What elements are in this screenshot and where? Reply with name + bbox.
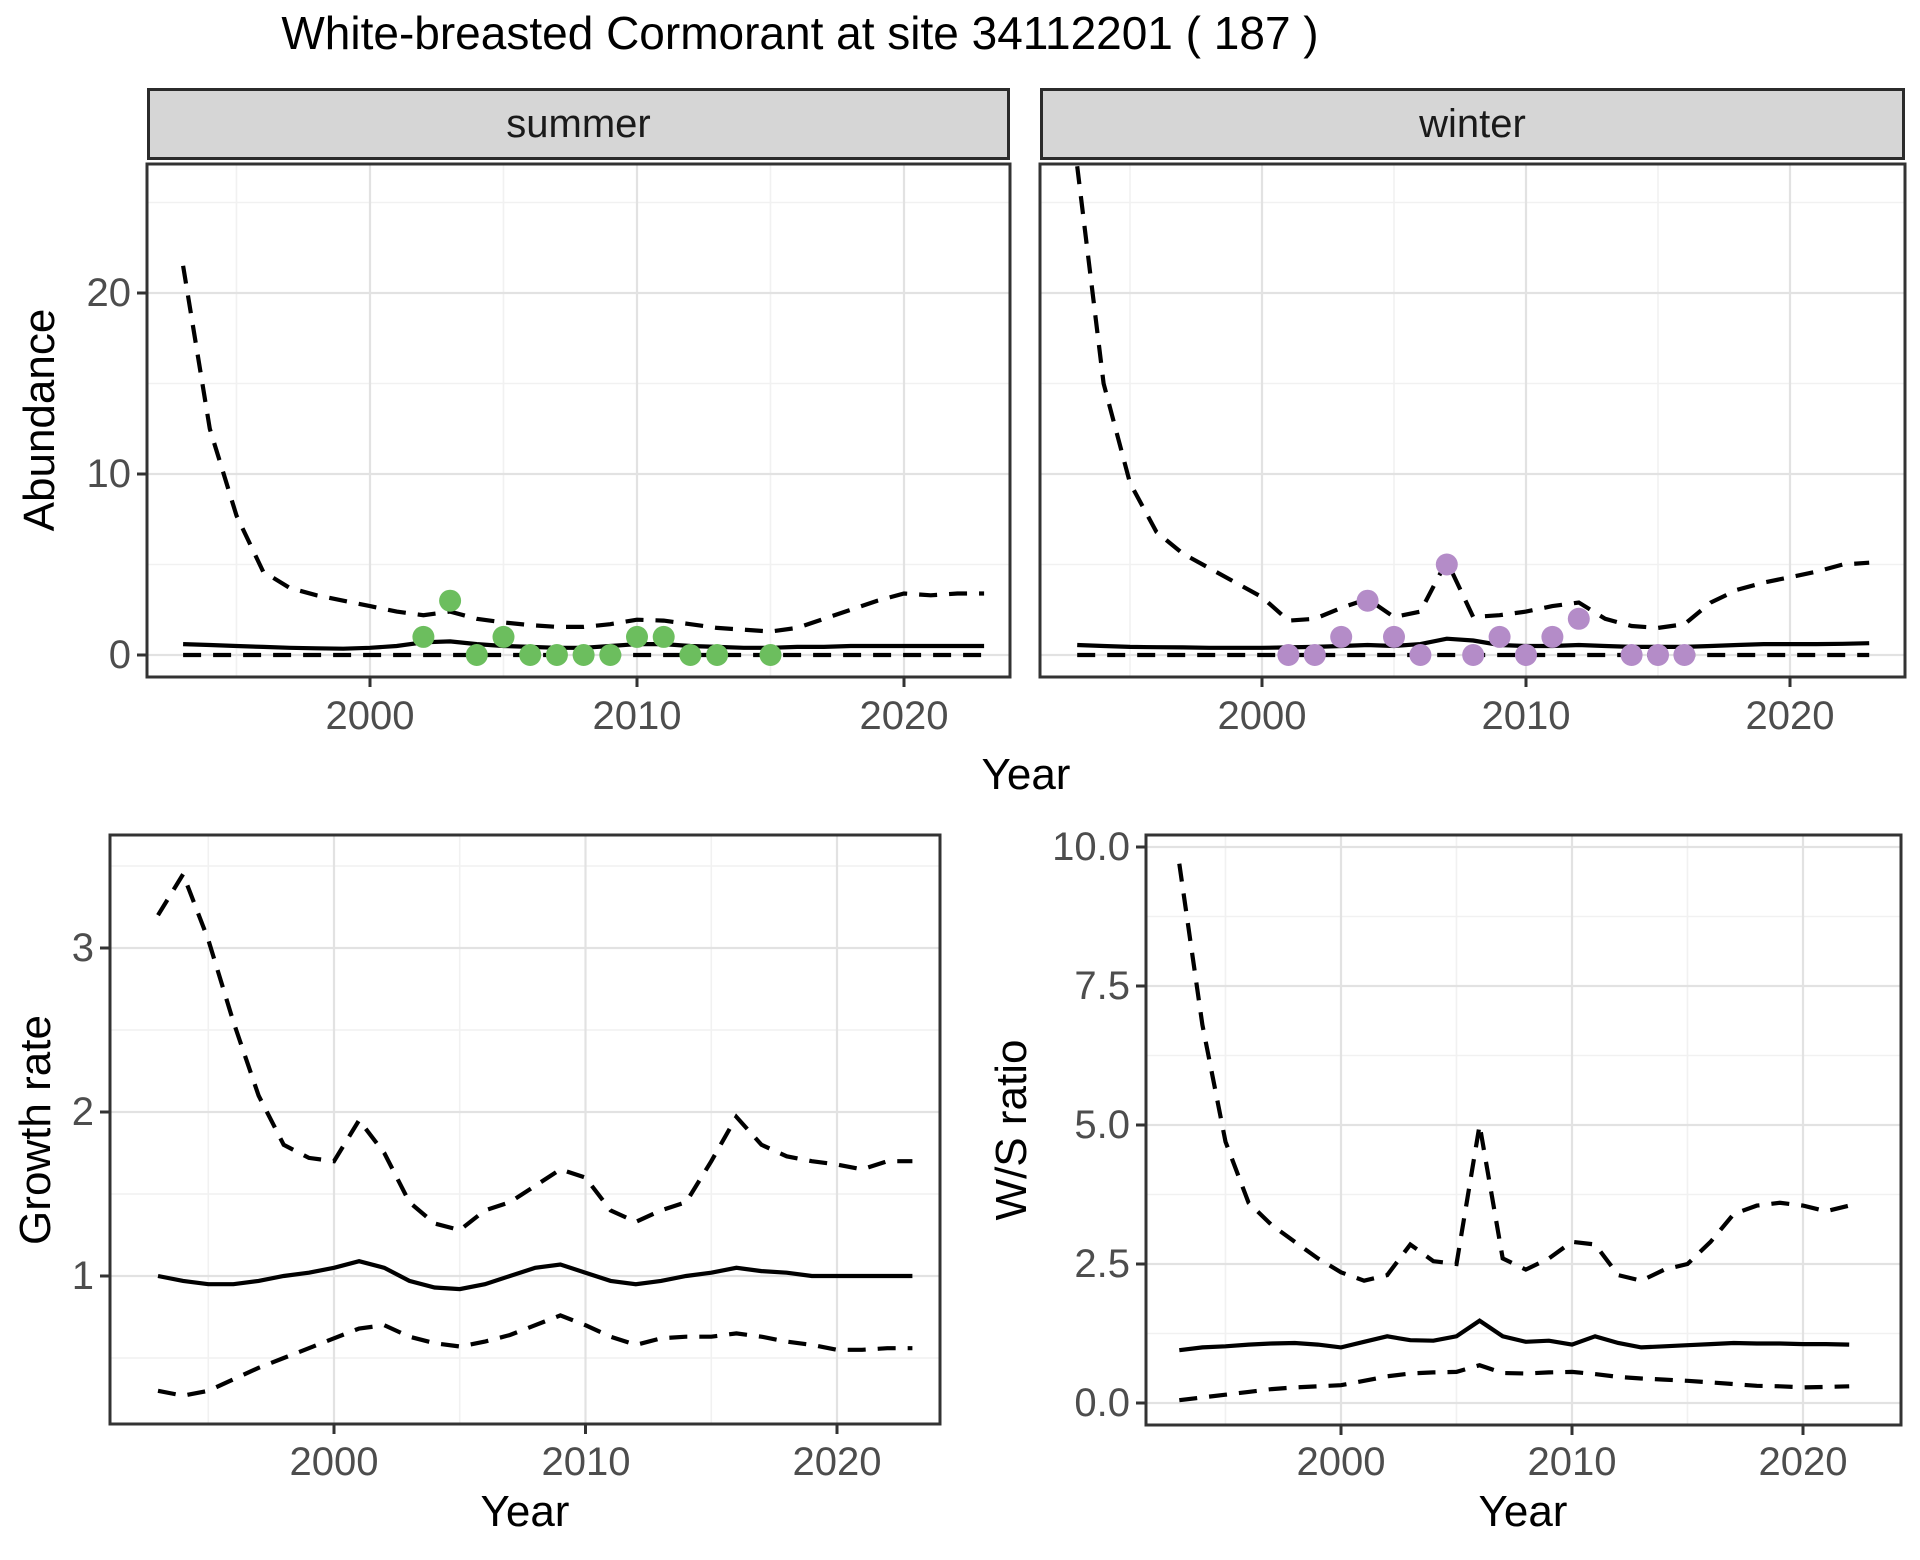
lower_ci-line-growth_rate	[157, 1313, 913, 1398]
tick-label: 2000	[325, 694, 415, 738]
tick-label: 5.0	[1074, 1103, 1130, 1147]
tick-label: 2020	[1758, 1440, 1848, 1484]
facet-strip-summer-label: summer	[506, 101, 651, 146]
tick-label: 0	[108, 633, 131, 677]
tick-marks-ws_ratio	[1136, 845, 1805, 1435]
data-point-winter	[1462, 644, 1485, 666]
data-point-winter	[1356, 589, 1379, 612]
gridlines-ws_ratio	[1146, 835, 1901, 1425]
tick-label: 2010	[1481, 694, 1571, 738]
data-point-winter	[1567, 607, 1590, 630]
data-point-winter	[1673, 644, 1696, 666]
upper_ci-line-growth_rate	[156, 869, 913, 1233]
tick-label: 7.5	[1074, 964, 1130, 1008]
data-point-winter	[1303, 644, 1326, 666]
panel-bg-winter	[1040, 164, 1905, 677]
facet-strip-winter-label: winter	[1419, 101, 1526, 146]
lower_ci-line-ws_ratio	[1179, 1362, 1850, 1403]
tick-label: 2020	[1745, 694, 1835, 738]
data-point-winter	[1488, 625, 1511, 648]
data-point-winter	[1647, 644, 1669, 666]
data-point-summer	[412, 625, 435, 648]
tick-label: 3	[71, 926, 94, 970]
data-point-summer	[759, 644, 782, 666]
ws-ratio-axis-title: W/S ratio	[987, 1039, 1036, 1221]
median-line-winter	[1077, 636, 1870, 650]
year-axis-title-top: Year	[981, 750, 1071, 799]
tick-label: 2020	[792, 1440, 882, 1484]
data-point-winter	[1383, 625, 1405, 648]
tick-label: 10.0	[1052, 825, 1130, 869]
facet-strip-winter: winter	[1040, 88, 1905, 160]
gridlines-summer	[147, 164, 1010, 677]
data-point-summer	[545, 644, 568, 666]
gridlines-winter	[1040, 164, 1905, 677]
upper_ci-line-summer	[181, 265, 985, 634]
median-line-growth_rate	[157, 1259, 913, 1292]
chart-title: White-breasted Cormorant at site 3411220…	[281, 7, 1319, 59]
tick-label: 2000	[1217, 694, 1307, 738]
data-point-winter	[1435, 553, 1458, 576]
data-point-summer	[652, 625, 675, 648]
tick-label: 2	[71, 1090, 94, 1134]
panel-bg-growth_rate	[110, 835, 940, 1424]
data-point-winter	[1409, 644, 1432, 666]
tick-label: 2010	[541, 1440, 631, 1484]
data-point-summer	[679, 644, 702, 666]
median-line-ws_ratio	[1179, 1318, 1850, 1353]
data-point-summer	[599, 644, 622, 666]
data-point-summer	[572, 644, 595, 666]
panel-border-ws_ratio	[1144, 833, 1903, 1427]
tick-label: 2020	[859, 694, 949, 738]
data-point-winter	[1277, 644, 1300, 666]
data-point-summer	[706, 644, 729, 666]
year-axis-title-ws: Year	[1478, 1487, 1568, 1536]
panel-border-growth_rate	[108, 833, 942, 1426]
data-point-winter	[1515, 644, 1537, 666]
upper_ci-line-ws_ratio	[1177, 863, 1850, 1283]
tick-marks-winter	[1260, 677, 1792, 687]
data-point-winter	[1620, 644, 1643, 666]
data-point-summer	[465, 644, 488, 666]
year-axis-title-growth: Year	[480, 1487, 570, 1536]
tick-marks-growth_rate	[100, 946, 839, 1434]
tick-marks-summer	[137, 291, 906, 687]
panel-bg-ws_ratio	[1146, 835, 1901, 1425]
tick-label: 20	[86, 271, 132, 315]
facet-strip-summer: summer	[147, 88, 1010, 160]
data-point-winter	[1541, 625, 1564, 648]
panel-bg-summer	[147, 164, 1010, 677]
panel-border-winter	[1038, 162, 1907, 679]
tick-label: 2010	[592, 694, 682, 738]
tick-label: 1	[71, 1254, 94, 1298]
data-point-winter	[1330, 625, 1353, 648]
data-point-summer	[492, 625, 515, 648]
tick-label: 0.0	[1074, 1381, 1130, 1425]
tick-label: 2000	[289, 1440, 379, 1484]
tick-label: 10	[86, 452, 132, 496]
data-point-summer	[439, 589, 462, 612]
data-point-summer	[626, 625, 648, 648]
tick-label: 2000	[1296, 1440, 1386, 1484]
panel-border-summer	[145, 162, 1012, 679]
tick-label: 2010	[1527, 1440, 1617, 1484]
tick-label: 2.5	[1074, 1242, 1130, 1286]
data-point-summer	[519, 644, 542, 666]
